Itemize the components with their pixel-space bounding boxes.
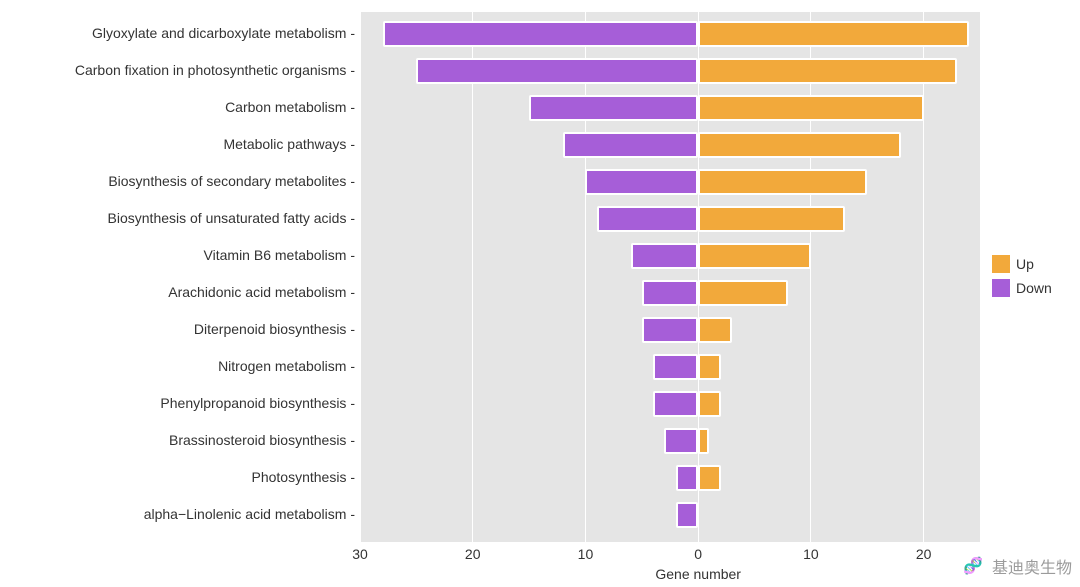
bar-up xyxy=(698,206,845,232)
bar-down xyxy=(653,391,698,417)
bar-up xyxy=(698,465,721,491)
bar-up xyxy=(698,132,901,158)
gridline xyxy=(472,12,473,542)
y-tick-label: Nitrogen metabolism - xyxy=(0,358,355,374)
chart-container: Glyoxylate and dicarboxylate metabolism … xyxy=(0,0,1080,587)
bar-down xyxy=(642,317,698,343)
gridline xyxy=(585,12,586,542)
bar-up xyxy=(698,243,811,269)
bar-down xyxy=(563,132,698,158)
gridline xyxy=(360,12,361,542)
watermark: 🧬 基迪奥生物 xyxy=(958,551,1072,581)
x-tick-label: 30 xyxy=(345,546,375,562)
gridline xyxy=(923,12,924,542)
bar-down xyxy=(416,58,698,84)
y-tick-label: Biosynthesis of unsaturated fatty acids … xyxy=(0,210,355,226)
bar-up xyxy=(698,317,732,343)
legend-swatch xyxy=(992,279,1010,297)
y-tick-label: Biosynthesis of secondary metabolites - xyxy=(0,173,355,189)
bar-down xyxy=(653,354,698,380)
bar-up xyxy=(698,95,923,121)
legend-swatch xyxy=(992,255,1010,273)
wechat-icon: 🧬 xyxy=(963,556,983,576)
x-tick-label: 20 xyxy=(458,546,488,562)
bar-down xyxy=(585,169,698,195)
bar-up xyxy=(698,21,969,47)
y-tick-label: Metabolic pathways - xyxy=(0,136,355,152)
x-tick-label: 20 xyxy=(909,546,939,562)
bar-down xyxy=(642,280,698,306)
x-axis-title: Gene number xyxy=(638,566,758,582)
y-tick-label: Vitamin B6 metabolism - xyxy=(0,247,355,263)
y-tick-label: Glyoxylate and dicarboxylate metabolism … xyxy=(0,25,355,41)
bar-up xyxy=(698,169,867,195)
y-tick-label: Phenylpropanoid biosynthesis - xyxy=(0,395,355,411)
bar-down xyxy=(597,206,698,232)
plot-panel xyxy=(360,12,980,542)
y-tick-label: Carbon metabolism - xyxy=(0,99,355,115)
x-tick-label: 10 xyxy=(796,546,826,562)
legend-label: Down xyxy=(1016,280,1052,296)
gridline xyxy=(698,12,699,542)
y-tick-label: Brassinosteroid biosynthesis - xyxy=(0,432,355,448)
gridline xyxy=(810,12,811,542)
bar-up xyxy=(698,58,957,84)
legend-item: Down xyxy=(992,279,1052,297)
bar-up xyxy=(698,354,721,380)
bar-down xyxy=(676,502,699,528)
bar-down xyxy=(664,428,698,454)
y-tick-label: Diterpenoid biosynthesis - xyxy=(0,321,355,337)
x-tick-label: 10 xyxy=(570,546,600,562)
y-tick-label: Photosynthesis - xyxy=(0,469,355,485)
watermark-logo: 🧬 xyxy=(958,551,988,581)
legend: Up Down xyxy=(992,255,1052,303)
y-tick-label: Arachidonic acid metabolism - xyxy=(0,284,355,300)
bar-up xyxy=(698,280,788,306)
y-tick-label: alpha−Linolenic acid metabolism - xyxy=(0,506,355,522)
watermark-text: 基迪奥生物 xyxy=(992,554,1072,578)
bar-up xyxy=(698,428,709,454)
bar-down xyxy=(631,243,699,269)
bar-down xyxy=(383,21,699,47)
y-tick-label: Carbon fixation in photosynthetic organi… xyxy=(0,62,355,78)
bar-down xyxy=(529,95,698,121)
bar-down xyxy=(676,465,699,491)
legend-label: Up xyxy=(1016,256,1034,272)
bar-up xyxy=(698,391,721,417)
x-tick-label: 0 xyxy=(683,546,713,562)
legend-item: Up xyxy=(992,255,1052,273)
